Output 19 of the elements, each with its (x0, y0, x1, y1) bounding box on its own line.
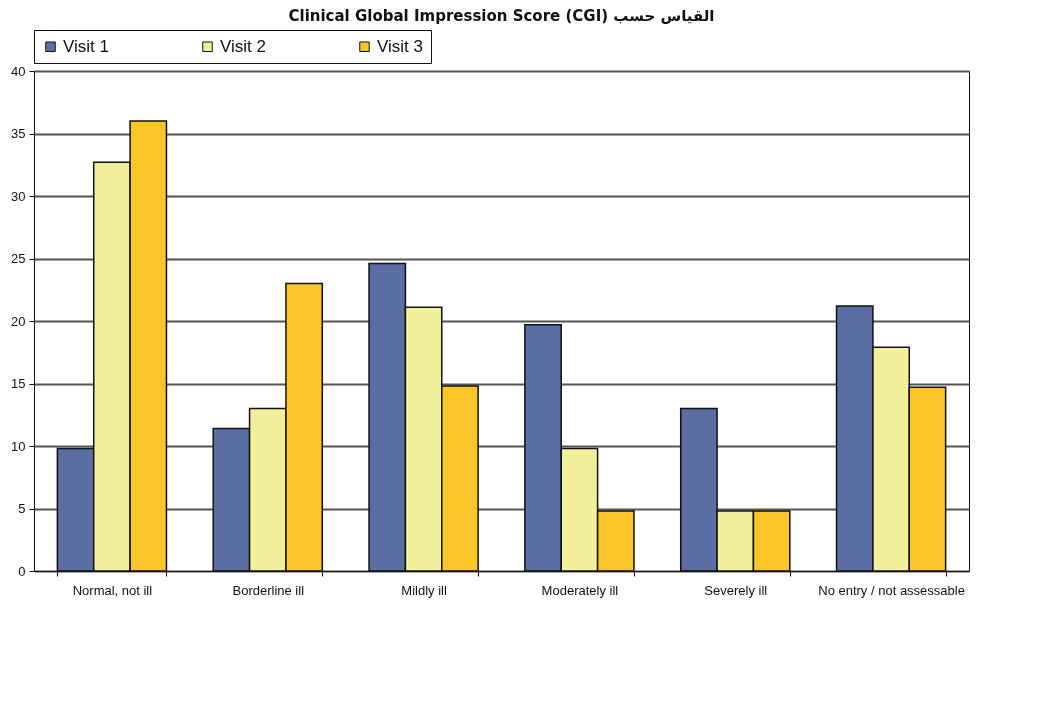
y-tick-label: 10 (11, 438, 26, 454)
chart-title: Clinical Global Impression Score (CGI) القياس حسب (288, 6, 715, 25)
legend-label: Visit 1 (63, 36, 109, 56)
x-tick-label: Mildly ill (401, 582, 447, 598)
y-tick-label: 25 (11, 251, 26, 266)
y-tick-label: 5 (18, 501, 26, 516)
x-tick-label: Severely ill (704, 582, 768, 598)
x-tick-label: Normal, not ill (72, 582, 153, 598)
legend-label: Visit 2 (220, 36, 266, 56)
x-tick-label: Moderately ill (541, 582, 619, 598)
y-tick-label: 35 (11, 126, 26, 141)
legend-label: Visit 3 (377, 36, 423, 56)
x-tick-label: No entry / not assessable (818, 582, 965, 598)
y-tick-label: 40 (11, 63, 26, 79)
y-tick-label: 20 (11, 313, 26, 329)
y-tick-label: 0 (18, 563, 26, 579)
y-tick-label: 15 (11, 376, 26, 391)
x-tick-label: Borderline ill (232, 582, 305, 598)
y-tick-label: 30 (11, 188, 26, 204)
